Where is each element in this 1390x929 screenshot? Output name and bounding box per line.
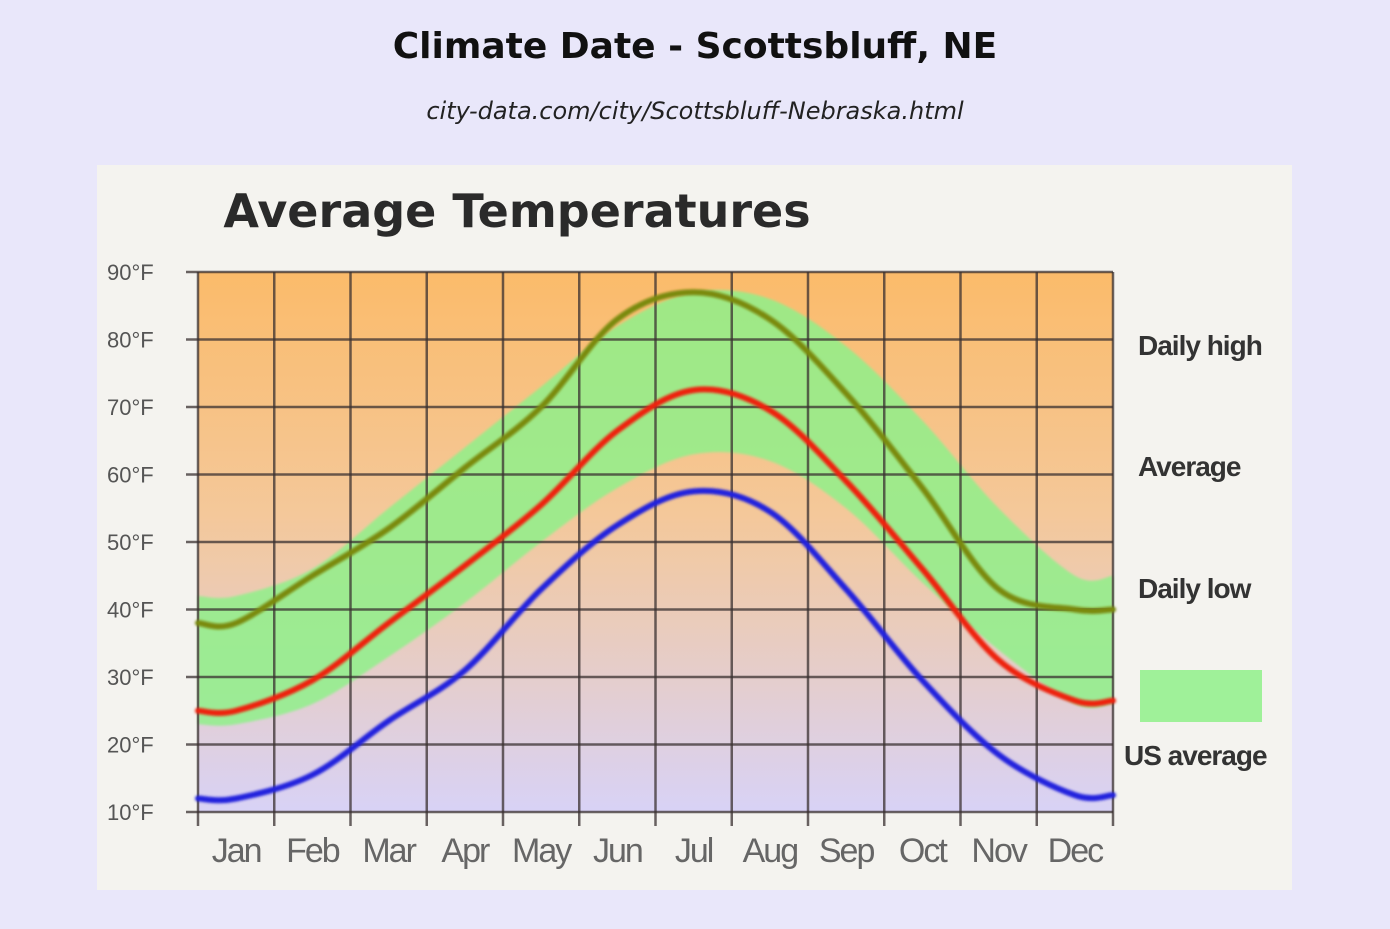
- legend-swatch: [1140, 670, 1262, 722]
- x-tick-label: Aug: [743, 832, 798, 870]
- x-tick-label: Dec: [1048, 832, 1104, 870]
- y-tick-label: 10°F: [107, 800, 154, 825]
- y-tick-label: 50°F: [107, 530, 154, 555]
- y-tick-label: 60°F: [107, 463, 154, 488]
- x-tick-label: Apr: [441, 832, 490, 870]
- x-tick-label: Jul: [675, 832, 713, 870]
- y-tick-label: 40°F: [107, 598, 154, 623]
- y-tick-label: 80°F: [107, 328, 154, 353]
- legend-label: Daily low: [1138, 573, 1252, 604]
- y-tick-label: 20°F: [107, 733, 154, 758]
- series-line-daily-low: [195, 487, 1116, 804]
- legend-label: Average: [1138, 451, 1241, 482]
- x-tick-label: Jan: [212, 832, 261, 870]
- x-tick-label: Oct: [899, 832, 948, 870]
- x-tick-label: Nov: [971, 832, 1027, 870]
- series-line-average: [195, 386, 1116, 716]
- y-tick-label: 30°F: [107, 665, 154, 690]
- source-url: city-data.com/city/Scottsbluff-Nebraska.…: [426, 97, 964, 125]
- x-tick-label: Mar: [362, 832, 416, 870]
- legend-label: Daily high: [1138, 330, 1262, 361]
- temperature-chart: Average Temperatures 10°F 20°F 30°F 40°F 50°…: [107, 184, 1268, 870]
- page-title: Climate Date - Scottsbluff, NE: [392, 26, 998, 67]
- x-tick-label: Sep: [819, 832, 875, 870]
- y-tick-label: 70°F: [107, 395, 154, 420]
- legend-label: US average: [1124, 740, 1267, 771]
- x-tick-label: May: [512, 832, 572, 870]
- y-tick-label: 90°F: [107, 260, 154, 285]
- x-tick-label: Feb: [286, 832, 340, 870]
- series-line-daily-high: [195, 289, 1116, 630]
- chart-title: Average Temperatures: [223, 184, 810, 238]
- chart-image: Average Temperatures 10°F 20°F 30°F 40°F 50°…: [97, 165, 1292, 890]
- x-tick-label: Jun: [593, 832, 642, 870]
